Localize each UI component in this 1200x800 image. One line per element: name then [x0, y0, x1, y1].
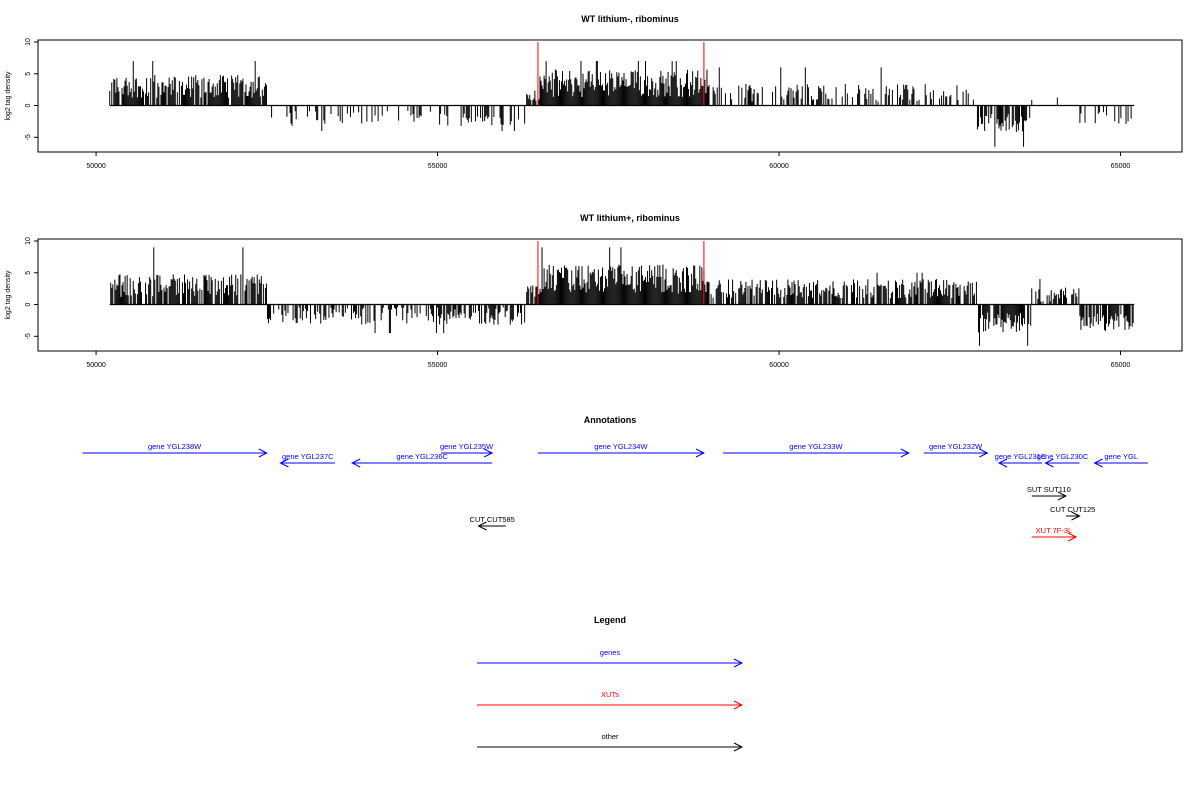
feature-arrow-head	[279, 458, 289, 468]
plot-frame	[37, 238, 1183, 352]
coverage-panel-lithium-minus: WT lithium-, ribominus log2 tag density -5…	[5, 14, 1183, 170]
legend-arrow-head	[733, 700, 744, 710]
feature-label: gene YGL238W	[148, 442, 202, 451]
y-axis-label: log2 tag density	[5, 71, 12, 121]
feature-arrow-head	[997, 458, 1008, 468]
feature-label: gene YGL	[1104, 452, 1138, 461]
y-tick-label: -5	[25, 333, 32, 339]
feature-label: gene YGL234W	[594, 442, 648, 451]
annotations-title: Annotations	[584, 415, 637, 425]
y-tick-label: 5	[25, 271, 32, 275]
feature-arrow-head	[1071, 511, 1081, 521]
legend-panel: Legend genes XUTs other	[477, 615, 744, 752]
y-tick-label: 5	[25, 72, 32, 76]
x-tick-label: 50000	[86, 362, 106, 369]
y-tick-label: -5	[25, 134, 32, 140]
feature-arrow-head	[900, 448, 910, 458]
legend-label: genes	[600, 648, 621, 657]
x-tick-label: 65000	[1111, 163, 1131, 170]
x-tick-label: 60000	[769, 362, 789, 369]
y-tick-label: 10	[25, 237, 32, 245]
feature-arrow-head	[695, 448, 706, 458]
feature-label: CUT CUT585	[470, 515, 515, 524]
feature-label: gene YGL237C	[282, 452, 334, 461]
legend-label: XUTs	[601, 690, 619, 699]
x-tick-label: 60000	[769, 163, 789, 170]
feature-arrow-head	[483, 448, 494, 458]
y-tick-label: 0	[25, 103, 32, 107]
feature-label: gene YGL233W	[789, 442, 843, 451]
feature-label: gene YGL236C	[396, 452, 448, 461]
legend-arrow-head	[733, 742, 744, 752]
feature-label: XUT 7F-3L	[1036, 526, 1073, 535]
annotations-panel: Annotations gene YGL238W gene YGL237C gene…	[82, 415, 1148, 542]
feature-label: SUT SUT110	[1027, 485, 1071, 494]
y-tick-label: 10	[25, 38, 32, 46]
feature-arrow-head	[258, 448, 268, 458]
feature-label: gene YGL235W	[440, 442, 494, 451]
legend-title: Legend	[594, 615, 626, 625]
x-tick-label: 65000	[1111, 362, 1131, 369]
panel-title: WT lithium+, ribominus	[580, 213, 680, 223]
feature-arrow-head	[1093, 458, 1103, 468]
feature-label: CUT CUT125	[1050, 505, 1095, 514]
coverage-panel-lithium-plus: WT lithium+, ribominus log2 tag density -5…	[5, 213, 1183, 369]
y-tick-label: 0	[25, 302, 32, 306]
feature-arrow-head	[477, 521, 487, 531]
x-tick-label: 50000	[86, 163, 106, 170]
feature-arrow-head	[1067, 532, 1078, 542]
feature-arrow-head	[351, 458, 361, 468]
x-tick-label: 55000	[428, 163, 448, 170]
legend-arrow-head	[733, 658, 744, 668]
panel-title: WT lithium-, ribominus	[581, 14, 679, 24]
feature-label: gene YGL230C	[1037, 452, 1089, 461]
plot-frame	[37, 39, 1183, 153]
feature-arrow-head	[1057, 491, 1068, 501]
feature-label: gene YGL231C	[995, 452, 1047, 461]
feature-arrow-head	[979, 448, 989, 458]
feature-label: gene YGL232W	[929, 442, 983, 451]
feature-arrow-head	[1044, 458, 1054, 468]
legend-label: other	[601, 732, 619, 741]
y-axis-label: log2 tag density	[5, 270, 12, 320]
x-tick-label: 55000	[428, 362, 448, 369]
